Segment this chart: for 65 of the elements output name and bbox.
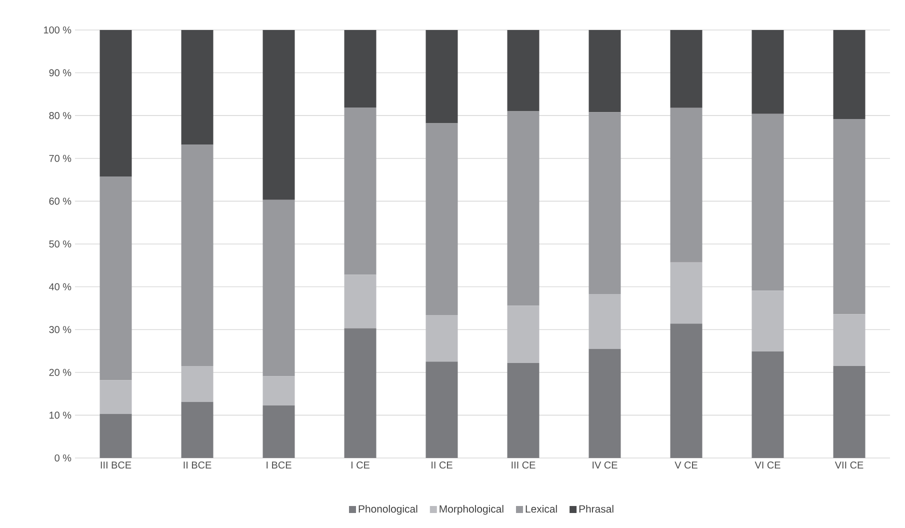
bar [588, 30, 621, 112]
y-tick-label: 0 % [54, 454, 72, 462]
x-tick-label: II BCE [184, 462, 212, 469]
y-tick-label: 10 % [50, 412, 72, 419]
legend-label: Morphological [440, 504, 504, 515]
y-tick-label: 100 % [44, 26, 72, 34]
y-tick-label: 70 % [49, 154, 72, 162]
y-tick-label: 60 % [49, 198, 72, 205]
x-tick-label: IV CE [592, 462, 618, 469]
bar [100, 414, 132, 458]
bar [426, 30, 458, 124]
bar [426, 123, 458, 316]
bar [426, 362, 458, 458]
bar [588, 294, 621, 349]
bar [100, 380, 132, 414]
bar [344, 274, 376, 328]
bar [181, 366, 214, 402]
bar [752, 30, 784, 114]
bar [344, 328, 376, 458]
legend-label: Lexical [526, 504, 557, 513]
y-tick-label: 90 % [49, 69, 72, 76]
bar [507, 30, 540, 112]
y-tick-label: 20 % [49, 368, 72, 376]
bar [588, 112, 621, 294]
y-tick-label: 80 % [49, 112, 72, 120]
bar [100, 176, 132, 380]
bar [670, 324, 702, 458]
bar [752, 114, 784, 291]
bar [181, 30, 214, 145]
bar [833, 314, 866, 366]
bar [752, 290, 784, 352]
y-tick-label: 40 % [49, 283, 72, 290]
legend-label: Phonological [358, 504, 418, 515]
bar [670, 108, 702, 262]
bar [833, 30, 866, 120]
x-tick-label: II CE [432, 462, 452, 469]
bar [588, 348, 621, 458]
bar [344, 30, 376, 108]
x-tick-label: VII CE [834, 462, 864, 469]
y-tick-label: 30 % [49, 326, 72, 334]
x-tick-label: VI CE [754, 462, 780, 469]
bar [262, 405, 295, 458]
bar [181, 144, 214, 366]
bar [833, 119, 866, 314]
bar [752, 351, 784, 458]
bar [344, 107, 376, 275]
bar [262, 200, 295, 376]
bar [507, 306, 540, 363]
bar [670, 30, 702, 108]
bar [100, 30, 132, 177]
x-tick-label: III BCE [100, 462, 132, 469]
bar [507, 362, 540, 458]
bar [507, 111, 540, 306]
bar [262, 376, 295, 406]
bar [262, 30, 295, 200]
bar [426, 315, 458, 362]
x-tick-label: V CE [674, 462, 698, 469]
y-tick-label: 50 % [49, 240, 72, 248]
x-tick-label: I BCE [266, 462, 292, 469]
bar [670, 262, 702, 324]
bar [833, 366, 866, 458]
legend-label: Phrasal [579, 504, 614, 513]
bar [181, 402, 214, 458]
x-tick-label: III CE [512, 462, 536, 469]
x-tick-label: I CE [351, 462, 370, 469]
